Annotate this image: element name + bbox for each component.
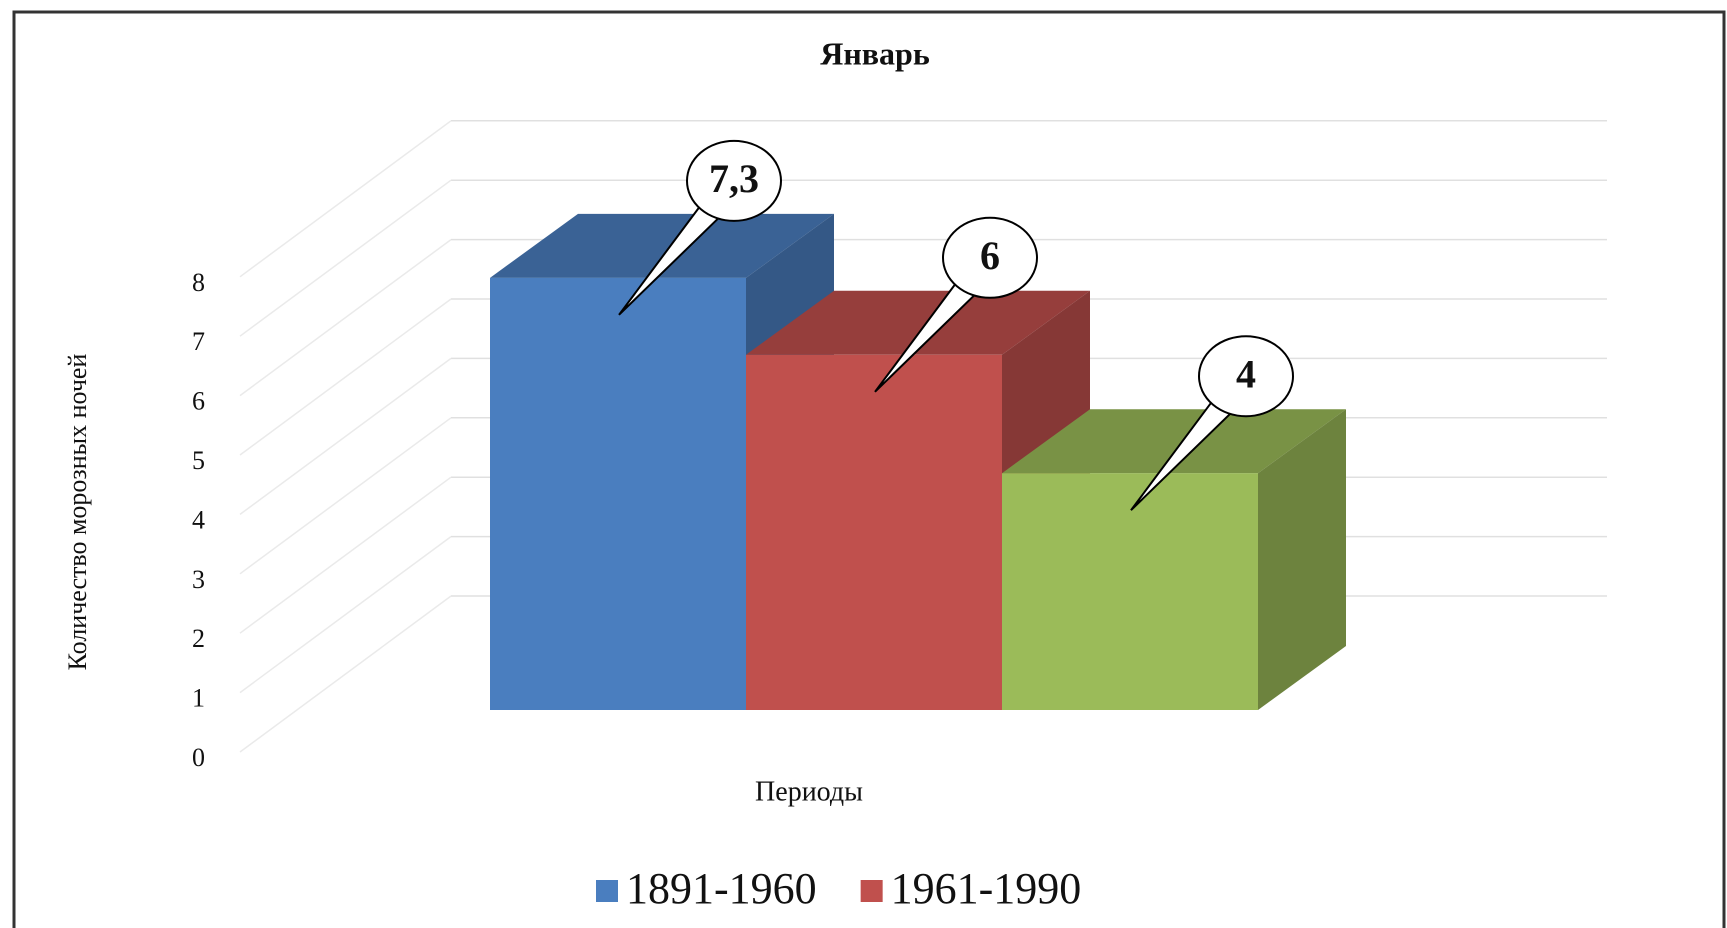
grid-line	[239, 476, 452, 634]
y-tick-label: 2	[192, 624, 205, 653]
x-axis-label: Периоды	[755, 776, 863, 807]
bar	[1002, 473, 1258, 710]
data-label: 7,3	[709, 156, 759, 201]
y-tick-label: 0	[192, 743, 205, 772]
grid-line	[239, 535, 452, 694]
bar	[746, 354, 1002, 710]
y-tick-label: 6	[192, 387, 205, 416]
grid-line	[239, 179, 452, 337]
bar-side	[1258, 409, 1346, 710]
y-tick-label: 4	[192, 505, 205, 534]
y-tick-label: 5	[192, 446, 205, 475]
bar-top	[490, 213, 834, 278]
grid-line	[239, 238, 452, 397]
chart-title: Январь	[820, 35, 930, 71]
legend-swatch	[596, 880, 618, 902]
bar	[490, 277, 746, 710]
legend-label: 1961-1990	[891, 864, 1082, 913]
callout-pointer-fill	[1217, 386, 1237, 404]
y-tick-label: 3	[192, 565, 205, 594]
y-tick-label: 7	[192, 327, 205, 356]
y-tick-label: 1	[192, 684, 205, 713]
grid-line	[239, 298, 452, 456]
bar-top	[1002, 409, 1346, 474]
y-axis-label: Количество морозных ночей	[63, 354, 92, 671]
data-label: 6	[980, 233, 1000, 278]
data-label: 4	[1236, 351, 1256, 396]
legend-label: 1891-1960	[626, 864, 817, 913]
y-tick-label: 8	[192, 268, 205, 297]
grid-line	[239, 595, 452, 753]
grid-line	[239, 417, 452, 575]
legend-swatch	[860, 880, 883, 902]
bar-top	[746, 290, 1090, 355]
callout-pointer-fill	[705, 190, 725, 208]
callout-pointer-fill	[961, 267, 981, 285]
grid-line	[239, 357, 452, 516]
grid-line	[239, 120, 452, 278]
